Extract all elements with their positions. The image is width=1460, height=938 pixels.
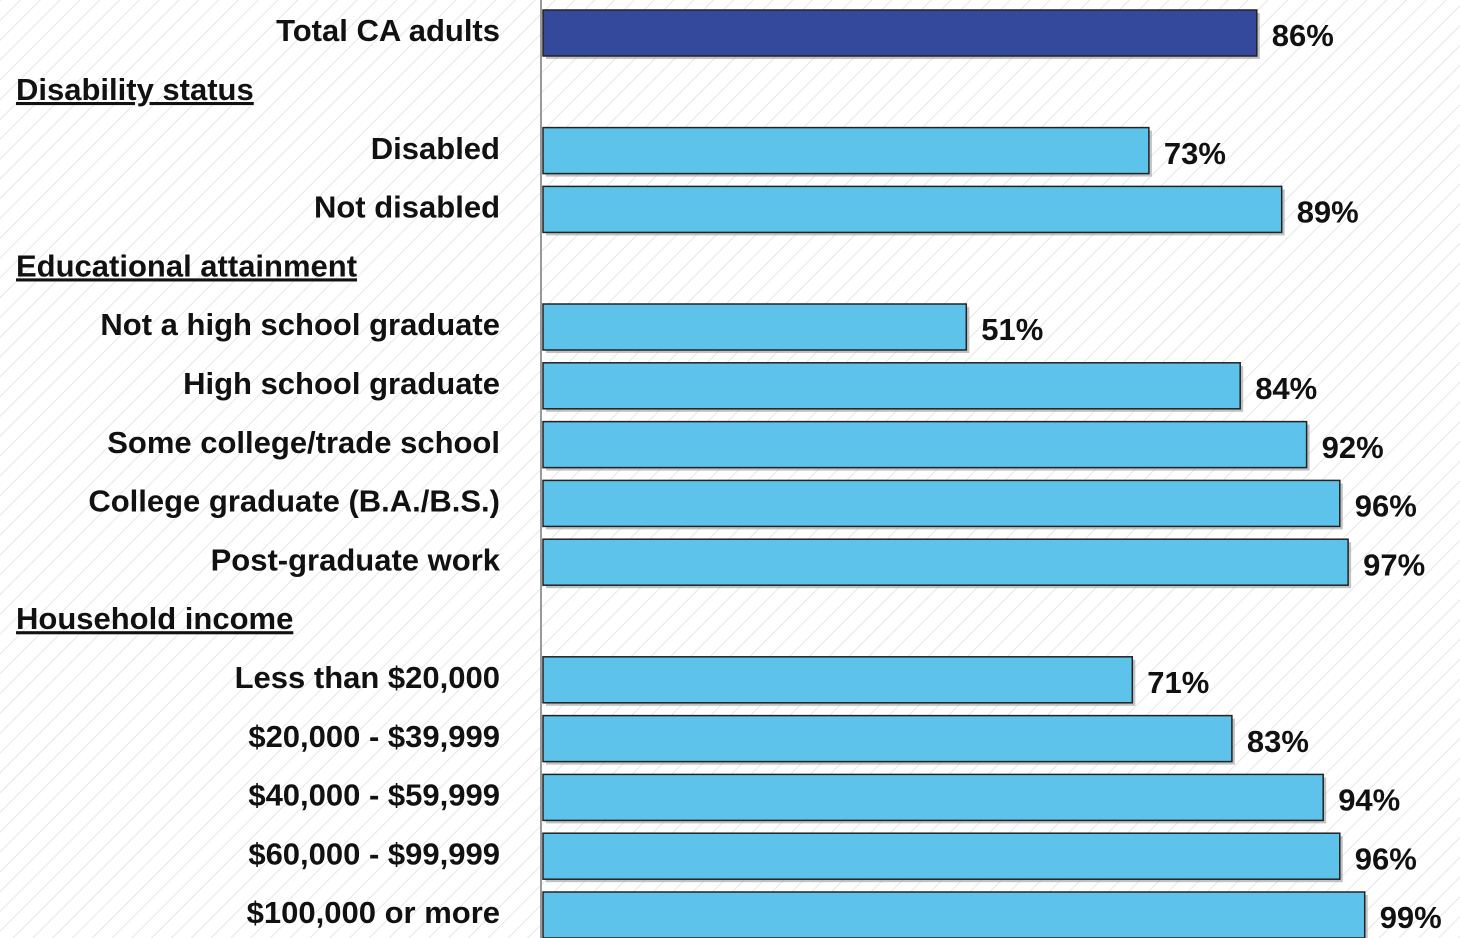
bar [542,479,1341,528]
group-header: Household income [16,601,293,636]
bar [542,773,1324,822]
value-label: 83% [1247,724,1309,759]
group-header: Disability status [16,72,254,107]
bar [542,832,1341,880]
category-label: College graduate (B.A./B.S.) [88,484,500,519]
category-label: Disabled [371,131,500,166]
group-header: Educational attainment [16,248,357,283]
category-label: $100,000 or more [247,895,500,930]
category-label: Total CA adults [276,13,500,48]
category-label: $40,000 - $59,999 [248,778,500,813]
bar [542,362,1241,410]
bar [542,303,968,351]
value-label: 51% [981,312,1043,347]
category-label: Not disabled [314,190,500,225]
category-label: High school graduate [183,366,500,401]
category-label: Some college/trade school [107,425,500,460]
category-label: Post-graduate work [211,542,501,577]
bar [542,656,1134,704]
value-label: 99% [1380,900,1442,935]
value-label: 86% [1272,18,1334,53]
bar [542,714,1233,763]
category-label: Not a high school graduate [100,307,500,342]
bar [542,891,1366,938]
bar [542,185,1283,234]
value-label: 94% [1338,783,1400,818]
value-label: 71% [1147,665,1209,700]
category-label: $60,000 - $99,999 [248,836,500,871]
value-label: 97% [1363,547,1425,582]
value-label: 96% [1355,489,1417,524]
category-label: Less than $20,000 [235,660,500,695]
bar [542,420,1308,469]
value-label: 84% [1255,371,1317,406]
bar [542,9,1258,57]
bar [542,126,1150,175]
value-label: 89% [1297,195,1359,230]
category-label: $20,000 - $39,999 [248,719,500,754]
value-label: 96% [1355,841,1417,876]
value-label: 92% [1322,430,1384,465]
value-label: 73% [1164,136,1226,171]
bar [542,538,1349,586]
